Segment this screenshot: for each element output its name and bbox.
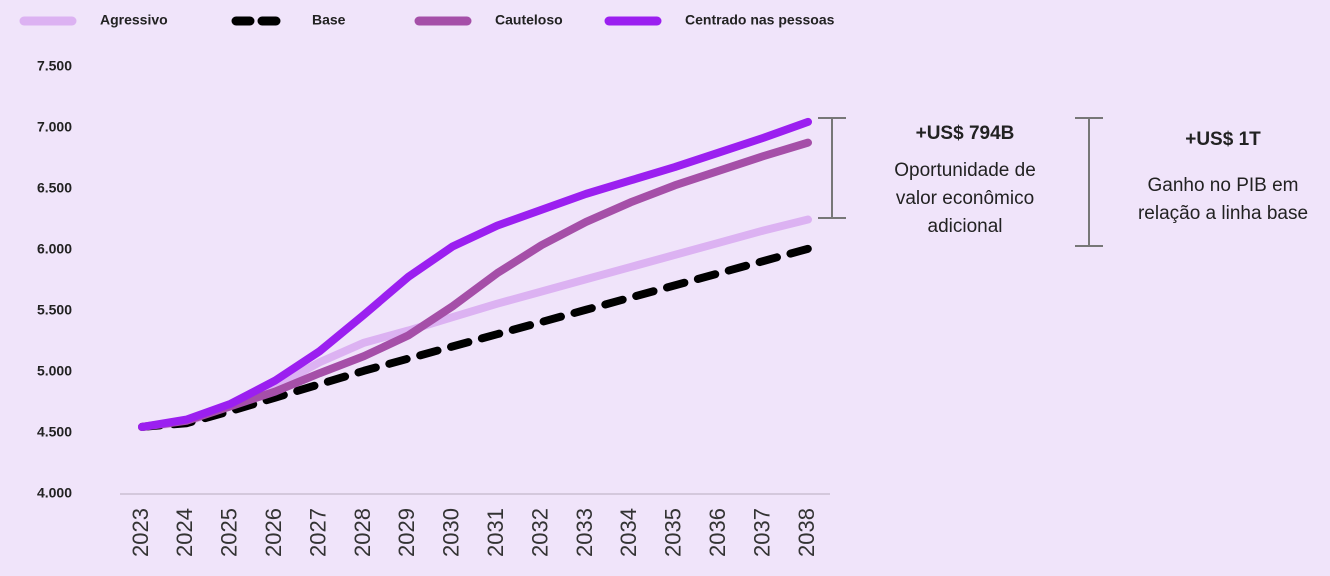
x-tick-label: 2037: [749, 508, 774, 557]
x-tick-label: 2028: [350, 508, 375, 557]
series-line: [138, 138, 812, 431]
annotation-title: +US$ 1T: [1185, 129, 1261, 150]
x-tick-label: 2026: [261, 508, 286, 557]
annotation-text: relação a linha base: [1138, 203, 1308, 224]
y-tick-label: 4.500: [37, 424, 72, 440]
x-tick-label: 2035: [661, 508, 686, 557]
annotation-text: Oportunidade de: [894, 160, 1036, 181]
x-tick-label: 2025: [217, 508, 242, 557]
legend-label: Centrado nas pessoas: [685, 12, 835, 28]
legend-label: Cauteloso: [495, 12, 563, 28]
annotation-title: +US$ 794B: [916, 123, 1015, 144]
x-tick-label: 2029: [394, 508, 419, 557]
bracket: [1075, 117, 1103, 247]
annotation-text: adicional: [928, 216, 1003, 237]
legend-label: Agressivo: [100, 12, 168, 28]
y-tick-label: 5.000: [37, 363, 72, 379]
annotation-text: Ganho no PIB em: [1147, 175, 1298, 196]
x-tick-label: 2036: [705, 508, 730, 557]
y-tick-label: 6.500: [37, 180, 72, 196]
x-tick-label: 2030: [439, 508, 464, 557]
y-tick-label: 5.500: [37, 302, 72, 318]
x-tick-label: 2032: [527, 508, 552, 557]
y-tick-label: 4.000: [37, 485, 72, 501]
y-tick-label: 7.000: [37, 119, 72, 135]
legend-label: Base: [312, 12, 346, 28]
bracket: [818, 117, 846, 219]
x-tick-label: 2034: [616, 508, 641, 557]
x-tick-label: 2038: [794, 508, 819, 557]
series-line: [138, 244, 812, 431]
x-tick-label: 2027: [305, 508, 330, 557]
annotation-text: valor econômico: [896, 188, 1034, 209]
x-tick-label: 2031: [483, 508, 508, 557]
x-tick-label: 2033: [572, 508, 597, 557]
x-tick-label: 2024: [172, 508, 197, 557]
series-line: [138, 117, 812, 431]
y-tick-label: 7.500: [37, 58, 72, 74]
y-tick-label: 6.000: [37, 241, 72, 257]
x-tick-label: 2023: [128, 508, 153, 557]
